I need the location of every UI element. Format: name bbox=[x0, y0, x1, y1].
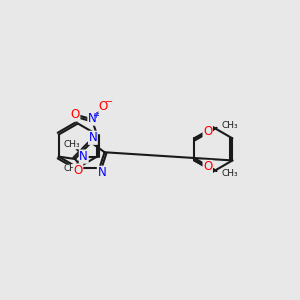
Text: O: O bbox=[99, 100, 108, 113]
Text: N: N bbox=[88, 131, 97, 144]
Text: N: N bbox=[88, 112, 97, 125]
Text: N: N bbox=[98, 166, 106, 179]
Text: O: O bbox=[203, 125, 212, 138]
Text: CH₃: CH₃ bbox=[222, 169, 238, 178]
Text: CH₃: CH₃ bbox=[64, 164, 81, 173]
Text: CH₃: CH₃ bbox=[64, 140, 81, 149]
Text: N: N bbox=[80, 150, 88, 163]
Text: CH₃: CH₃ bbox=[222, 121, 238, 130]
Text: O: O bbox=[70, 108, 80, 121]
Text: O: O bbox=[74, 164, 83, 177]
Text: +: + bbox=[92, 111, 99, 120]
Text: −: − bbox=[105, 98, 113, 107]
Text: O: O bbox=[203, 160, 212, 173]
